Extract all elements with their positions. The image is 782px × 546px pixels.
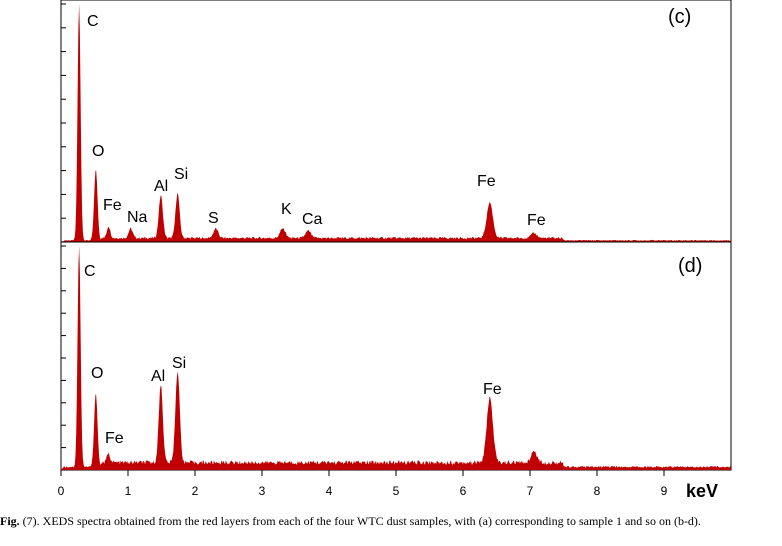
caption-text: (7). XEDS spectra obtained from the red … — [19, 514, 701, 528]
spectrum-d-area — [61, 246, 731, 470]
panel-d-label: (d) — [678, 255, 702, 277]
peak-label-d-Fe-L: Fe — [105, 430, 124, 447]
peak-label-d-Al: Al — [151, 368, 165, 385]
caption-fig-label: Fig. — [0, 514, 20, 528]
panel-d-y-ticks — [61, 245, 66, 449]
peak-label-c-Fe-Kb: Fe — [527, 212, 546, 229]
xeds-spectra-figure: (c) C O Fe Na Al Si S K Ca Fe Fe (d) C O… — [58, 0, 732, 500]
x-tick-label-9: 9 — [661, 484, 668, 498]
spectrum-panel-c: (c) C O Fe Na Al Si S K Ca Fe Fe — [60, 0, 732, 243]
x-tick-label-1: 1 — [125, 484, 132, 498]
x-tick-label-3: 3 — [259, 484, 266, 498]
peak-label-c-Ca: Ca — [302, 211, 323, 228]
spectrum-c-area — [61, 4, 731, 242]
x-tick-label-4: 4 — [326, 484, 333, 498]
panel-d-peak-labels: C O Al Si Fe Fe — [84, 263, 502, 447]
x-tick-label-2: 2 — [192, 484, 199, 498]
peak-label-d-O: O — [91, 365, 103, 382]
x-tick-label-8: 8 — [594, 484, 601, 498]
peak-label-d-Si: Si — [172, 355, 186, 372]
x-tick-marks — [60, 470, 665, 476]
peak-label-c-O: O — [92, 143, 104, 160]
x-tick-label-5: 5 — [393, 484, 400, 498]
x-axis-unit-label: keV — [686, 481, 718, 500]
peak-label-c-K: K — [281, 201, 292, 218]
peak-label-c-Al: Al — [154, 178, 168, 195]
panel-c-peak-labels: C O Fe Na Al Si S K Ca Fe Fe — [87, 13, 546, 229]
spectrum-panel-d: (d) C O Al Si Fe Fe — [60, 241, 732, 471]
x-tick-label-6: 6 — [460, 484, 467, 498]
peak-label-c-Fe-Ka: Fe — [477, 173, 496, 190]
peak-label-c-C: C — [87, 13, 99, 30]
peak-label-c-Si: Si — [174, 166, 188, 183]
peak-label-c-Na: Na — [127, 209, 148, 226]
panel-c-label: (c) — [668, 6, 691, 28]
panel-c-y-ticks — [61, 3, 66, 219]
peak-label-c-S: S — [208, 210, 219, 227]
peak-label-d-C: C — [84, 263, 96, 280]
peak-label-d-Fe-Ka: Fe — [483, 381, 502, 398]
x-axis: 0 1 2 3 4 5 6 7 8 9 keV — [58, 470, 718, 500]
peak-label-c-Fe-L: Fe — [103, 197, 122, 214]
x-tick-label-0: 0 — [58, 484, 65, 498]
figure-caption: Fig. (7). XEDS spectra obtained from the… — [0, 514, 782, 528]
x-tick-label-7: 7 — [527, 484, 534, 498]
